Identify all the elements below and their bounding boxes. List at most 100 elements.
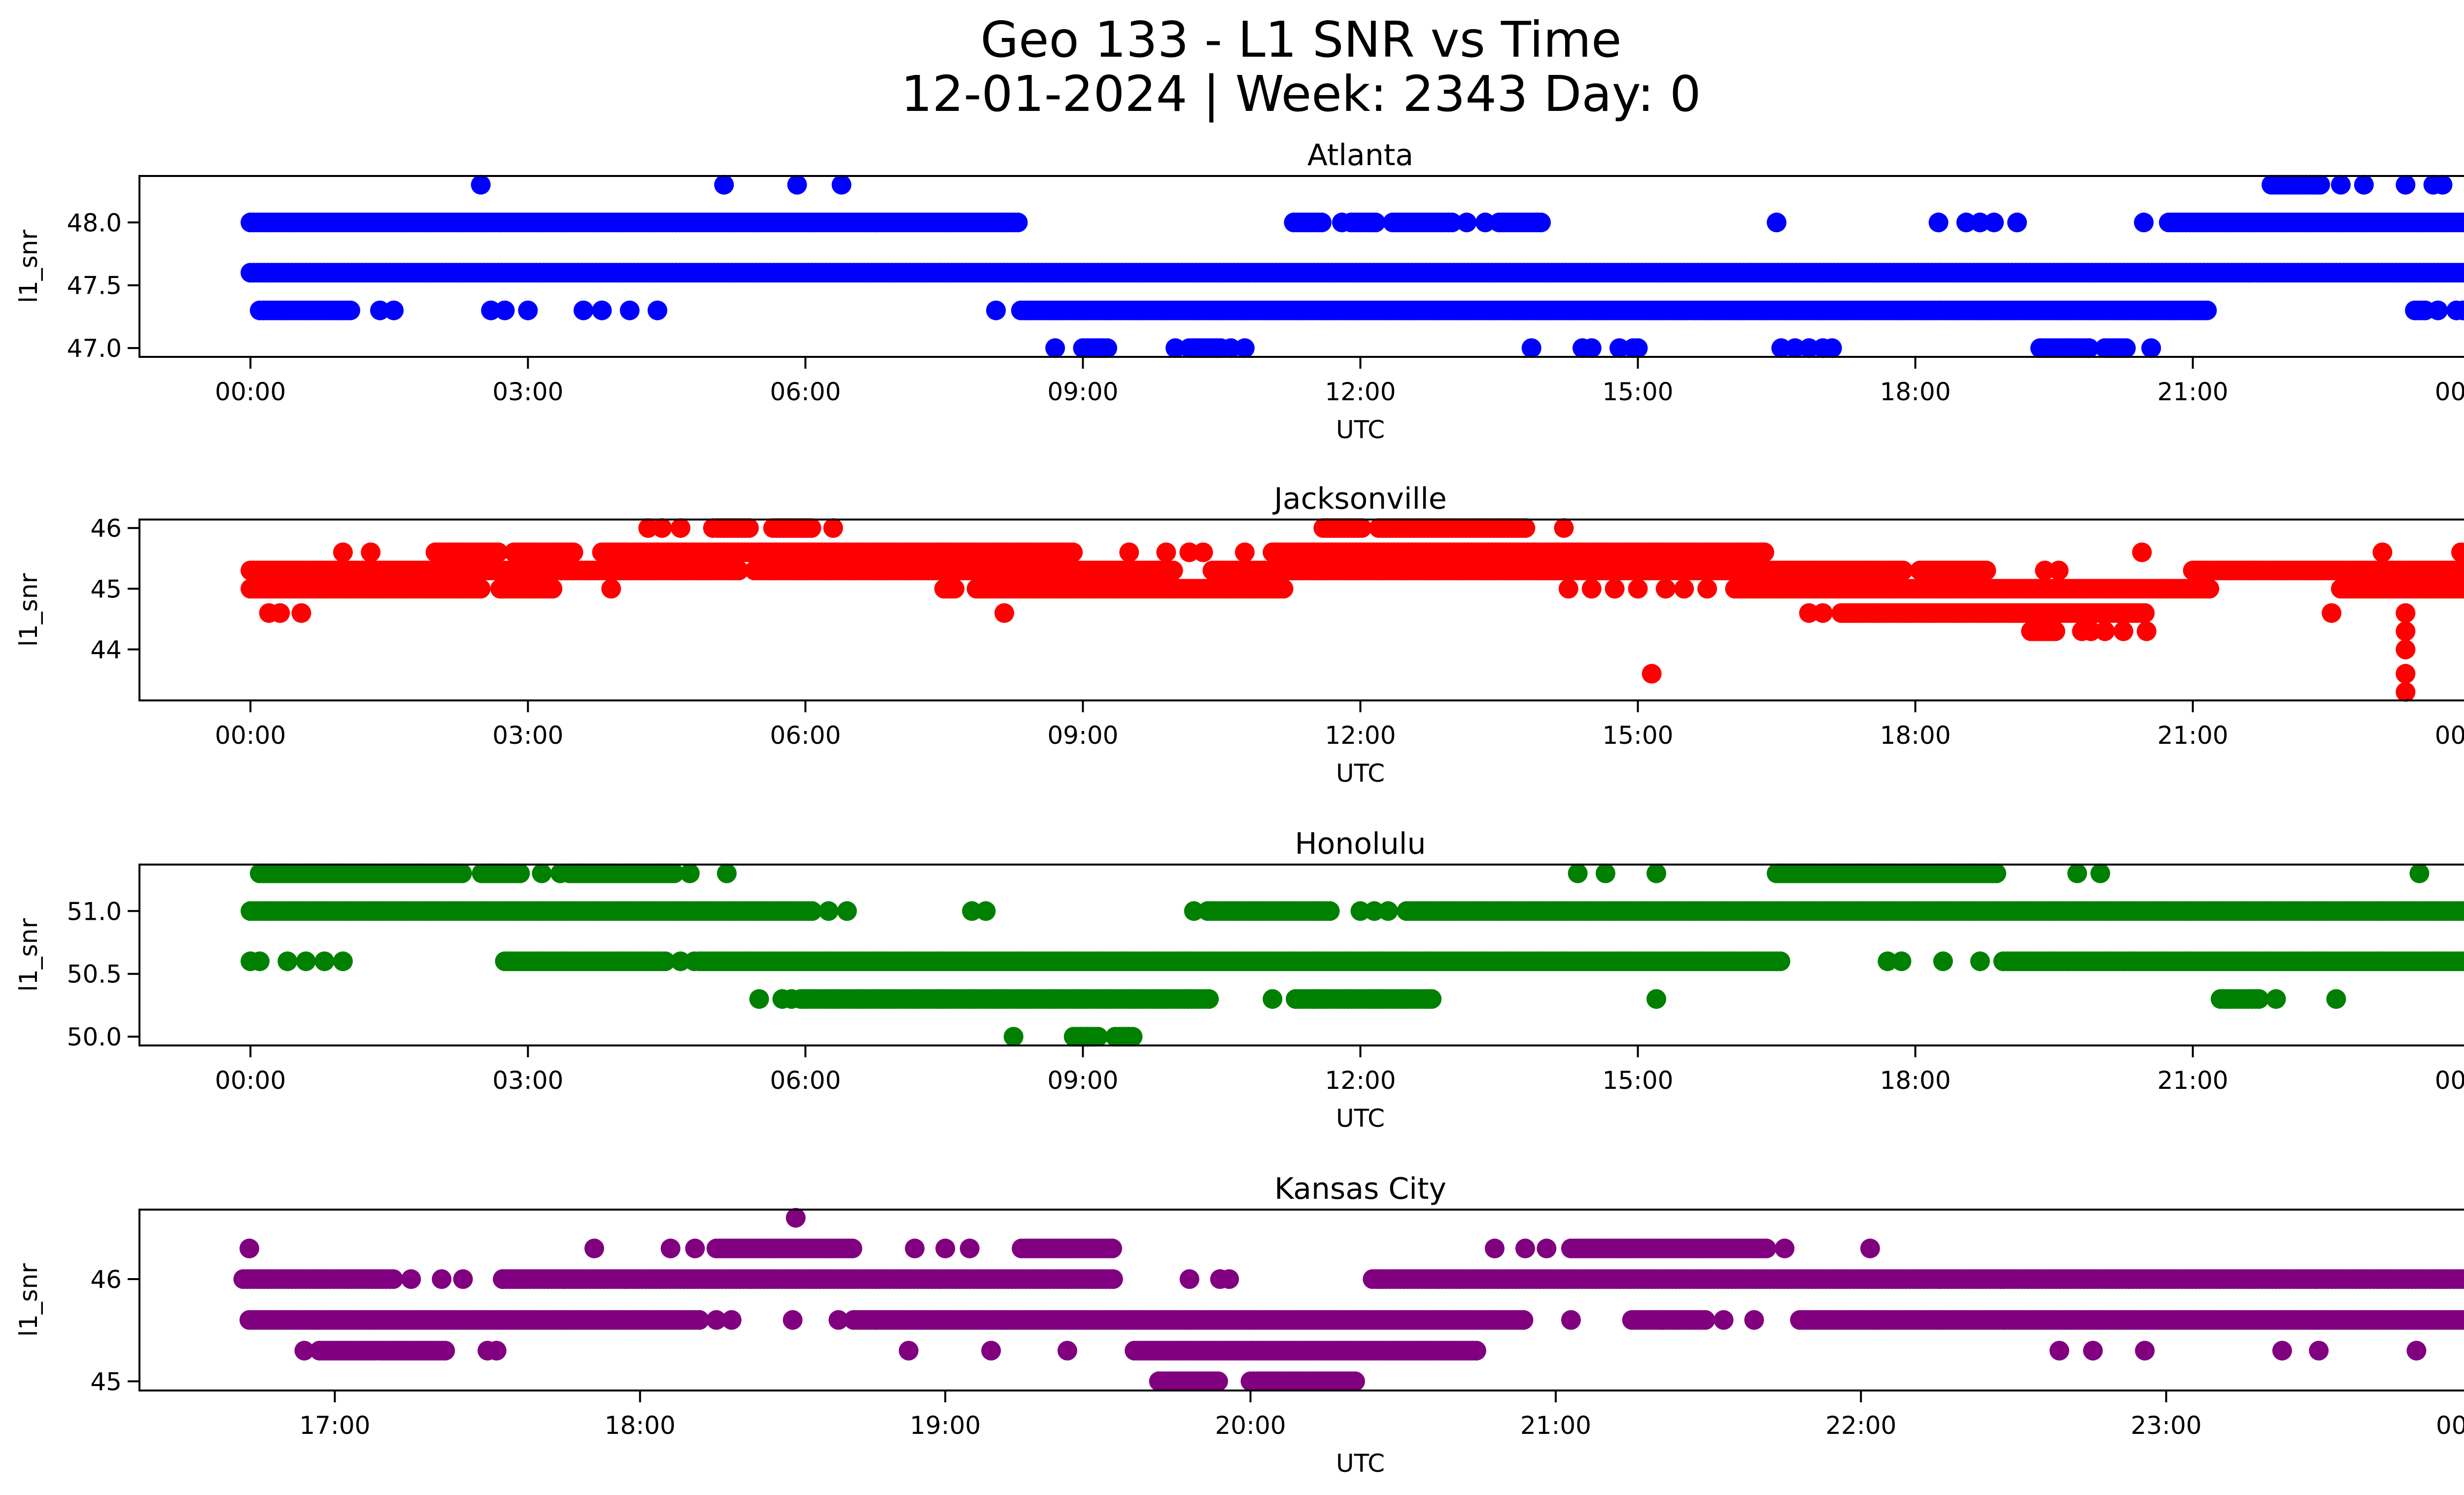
y-axis-label: l1_snr [14,918,43,992]
data-point [1320,901,1340,921]
x-tick-label: 15:00 [1603,378,1674,406]
panel-atlanta: Atlanta UTC l1_snr 00:00 03:00 06:00 09:00 1… [14,138,2464,444]
data-point [1304,989,1324,1009]
data-point [1312,212,1332,233]
data-point [1515,1238,1535,1258]
data-point [314,951,335,972]
x-axis-label: UTC [1336,759,1385,788]
data-point [291,603,311,623]
data-point [1045,338,1065,358]
x-tick-label: 21:00 [2157,721,2228,750]
data-point [1628,338,1648,358]
data-point [1234,338,1255,358]
x-tick-label: 03:00 [492,1066,563,1095]
data-point [384,300,404,320]
data-point [1799,338,1819,358]
panel-title: Jacksonville [1272,482,1447,516]
data-point [1221,338,1241,358]
data-point [1628,579,1648,599]
data-point [935,1238,956,1258]
data-point [1984,212,2004,233]
data-point [543,579,563,599]
data-point [1581,579,1602,599]
data-point [703,518,723,538]
data-point [518,300,538,320]
data-point [1119,542,1139,562]
data-point [1605,579,1625,599]
figure-title-line2: 12-01-2024 | Week: 2343 Day: 0 [901,65,1701,123]
x-tick-label: 21:00 [2157,1066,2228,1095]
data-point [1771,338,1791,358]
data-point [1156,542,1176,562]
data-point [2199,579,2220,599]
data-point [495,300,515,320]
data-point [510,863,530,883]
data-point [1642,663,1662,684]
data-point [717,863,737,883]
data-point [1970,951,1990,972]
data-point [1457,212,1477,233]
data-point [1770,951,1790,972]
data-point [452,863,472,883]
data-point [739,518,759,538]
data-point [2266,989,2286,1009]
x-tick-label: 15:00 [1603,1066,1674,1095]
x-tick-label: 09:00 [1047,721,1118,750]
data-point [1754,542,1775,562]
data-point [1531,212,1551,233]
x-tick-label: 21:00 [2157,378,2228,406]
data-point [905,1238,925,1258]
data-point [1515,518,1536,538]
data-point [2134,212,2154,233]
data-point [361,542,381,562]
data-point [2396,174,2416,195]
data-point [471,579,491,599]
x-tick-label: 06:00 [770,1066,841,1095]
data-point [749,989,769,1009]
data-point [333,951,353,972]
data-point [2396,621,2416,641]
data-point [2141,338,2161,358]
x-tick-label: 12:00 [1325,721,1396,750]
data-point [786,1208,806,1228]
data-point [1609,338,1629,358]
data-point [976,901,996,921]
data-point [1097,338,1117,358]
data-point [1893,560,1913,581]
data-point [1422,989,1442,1009]
data-point [619,300,640,320]
data-point [1646,989,1667,1009]
data-point [2460,545,2464,560]
x-axis-label: UTC [1336,1104,1385,1133]
y-axis-label: l1_snr [14,230,43,303]
data-point [2136,621,2156,641]
panel-title: Kansas City [1274,1172,1446,1206]
data-point [370,300,390,320]
y-tick-label: 51.0 [67,897,122,926]
data-point [1063,542,1083,562]
data-point [2116,338,2136,358]
data-point [270,603,290,623]
data-point [1928,212,1949,233]
x-tick-label: 12:00 [1325,1066,1396,1095]
data-point [2451,542,2464,562]
data-point [801,518,821,538]
data-point [1475,212,1495,233]
panel-jacksonville: Jacksonville UTC l1_snr 00:00 03:00 06:00 0… [14,482,2464,788]
data-point [1646,863,1667,883]
data-point [685,1238,705,1258]
data-point [2396,682,2416,702]
panel-honolulu: Honolulu UTC l1_snr 00:00 03:00 06:00 09:00… [14,827,2464,1133]
data-point [563,542,583,562]
data-point [2079,338,2099,358]
data-point [488,542,508,562]
data-point [680,863,700,883]
y-tick-label: 45 [90,575,122,603]
x-tick-label: 12:00 [1325,378,1396,406]
data-point [1184,901,1204,921]
x-tick-label: 00:00 [215,378,286,406]
data-point [2132,542,2152,562]
data-point [1554,518,1574,538]
data-point [1234,542,1255,562]
